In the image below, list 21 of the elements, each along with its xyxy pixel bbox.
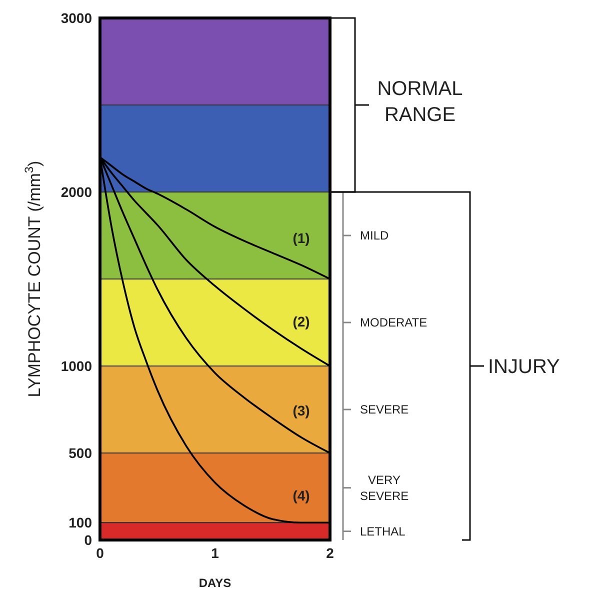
band-label: LETHAL — [360, 524, 406, 538]
annotation: (3) — [292, 402, 310, 418]
x-tick-label: 2 — [326, 544, 334, 561]
y-tick-label: 0 — [84, 532, 92, 548]
y-tick-label: 2000 — [60, 184, 92, 200]
text: NORMAL RANGE — [377, 78, 463, 126]
x-axis-title: DAYS — [198, 576, 232, 590]
y-tick-label: 500 — [68, 444, 92, 461]
band-label: MODERATE — [360, 316, 428, 330]
annotation: (1) — [292, 230, 310, 246]
x-tick-label: 0 — [96, 544, 104, 561]
annotation: (4) — [292, 488, 310, 504]
band-label: SEVERE — [360, 402, 409, 416]
y-tick-label: 3000 — [60, 10, 92, 26]
band-label: VERY SEVERE — [360, 472, 409, 503]
y-tick-label: 100 — [68, 514, 92, 531]
x-tick-label: 1 — [211, 544, 220, 561]
annotation: (2) — [292, 314, 310, 330]
band-label: MILD — [360, 228, 390, 242]
y-tick-label: 1000 — [60, 358, 92, 374]
text: INJURY — [488, 356, 560, 378]
